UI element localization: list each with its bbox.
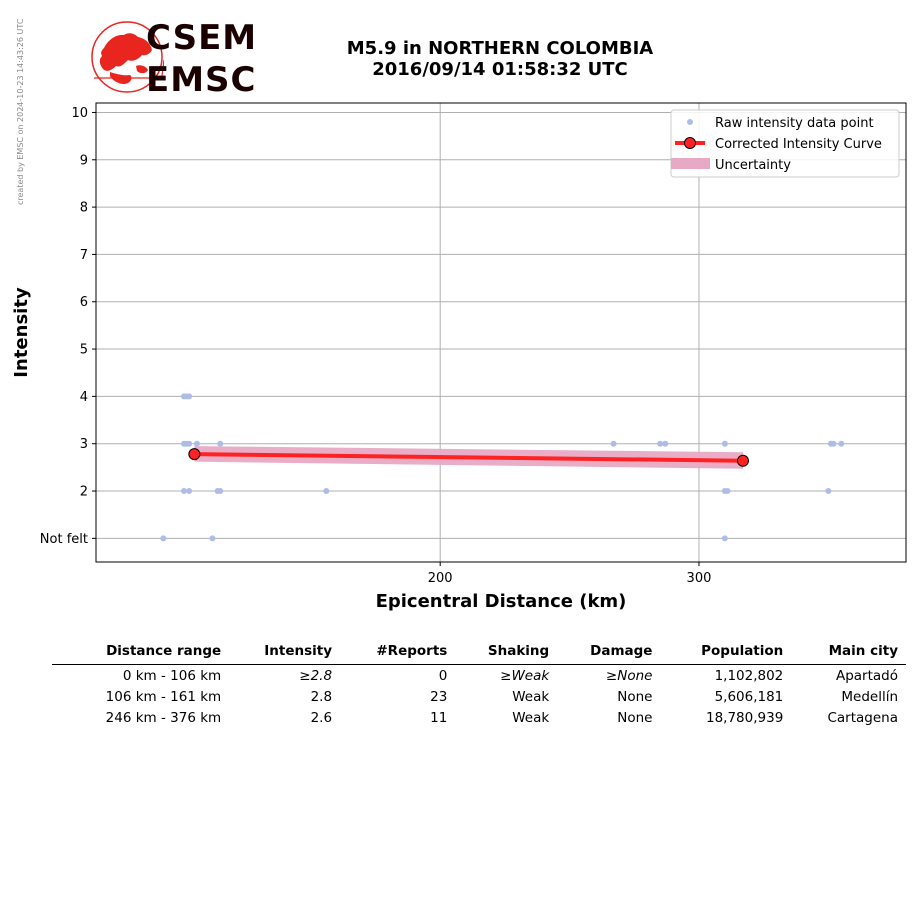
raw-intensity-point	[323, 488, 330, 495]
raw-intensity-point	[724, 488, 731, 495]
intensity-summary-table: Distance range Intensity #Reports Shaking Da…	[52, 640, 906, 728]
raw-intensity-point	[186, 393, 193, 400]
y-tick-label: 10	[71, 106, 88, 121]
grid-lines	[96, 103, 906, 562]
raw-intensity-point	[838, 440, 845, 447]
raw-intensity-point	[217, 440, 224, 447]
column-header: Main city	[791, 640, 906, 665]
y-axis-label: Intensity	[11, 287, 32, 378]
raw-intensity-point	[186, 488, 193, 495]
logo-text-csem: CSEM	[146, 18, 258, 58]
legend-raw-point-marker	[687, 119, 693, 125]
table-row: 106 km - 161 km 2.8 23 Weak None 5,606,181 Med…	[52, 686, 906, 707]
x-tick-label: 300	[687, 571, 712, 586]
chart-title: M5.9 in NORTHERN COLOMBIA 2016/09/14 01:…	[300, 38, 700, 80]
table-cell: ≥2.8	[299, 668, 333, 684]
corrected-intensity-curve	[194, 452, 743, 463]
raw-intensity-point	[186, 440, 193, 447]
raw-intensity-point	[657, 440, 664, 447]
table-cell: 1,102,802	[714, 668, 784, 684]
table-cell: Cartagena	[827, 710, 898, 726]
y-tick-label: 9	[80, 153, 88, 168]
y-tick-label: 2	[80, 485, 88, 500]
table-row: 246 km - 376 km 2.6 11 Weak None 18,780,939 Ca…	[52, 707, 906, 728]
plot-frame	[95, 102, 907, 563]
emsc-logo: CSEM EMSC	[88, 18, 258, 100]
raw-intensity-point	[160, 535, 167, 542]
table-cell: 0	[438, 668, 448, 684]
column-header: Intensity	[229, 640, 341, 665]
y-ticks: Not felt 2 3 4 5 6 7 8 9 10	[40, 106, 96, 547]
title-datetime: 2016/09/14 01:58:32 UTC	[372, 59, 628, 80]
column-header: #Reports	[340, 640, 456, 665]
column-header: Shaking	[455, 640, 558, 665]
table-cell: 0 km - 106 km	[122, 668, 222, 684]
legend-uncertainty-swatch	[671, 158, 710, 169]
y-tick-label: 4	[80, 390, 88, 405]
table-cell: Medellín	[841, 689, 898, 705]
curve-endpoint-marker	[188, 448, 201, 461]
y-tick-label: 8	[80, 201, 88, 216]
table-cell: Weak	[512, 710, 550, 726]
table-cell: 2.8	[310, 689, 333, 705]
y-tick-label: 7	[80, 248, 88, 263]
table-cell: ≥None	[605, 668, 653, 684]
table-cell: 2.6	[310, 710, 333, 726]
raw-intensity-point	[610, 440, 617, 447]
table-cell: 23	[430, 689, 448, 705]
legend-label: Corrected Intensity Curve	[715, 137, 882, 152]
raw-points-layer	[160, 393, 845, 542]
y-tick-label: 5	[80, 343, 88, 358]
x-axis-label: Epicentral Distance (km)	[376, 591, 627, 612]
y-tick-label: 6	[80, 295, 88, 310]
title-event: M5.9 in NORTHERN COLOMBIA	[346, 38, 654, 59]
table-cell: Apartadó	[835, 668, 898, 684]
column-header: Distance range	[52, 640, 230, 665]
legend-box	[670, 109, 900, 178]
raw-intensity-point	[217, 488, 224, 495]
raw-intensity-point	[180, 488, 187, 495]
table-cell: ≥Weak	[500, 668, 550, 684]
raw-intensity-point	[193, 440, 200, 447]
table-header-row: Distance range Intensity #Reports Shaking Da…	[52, 640, 906, 665]
raw-intensity-point	[721, 535, 728, 542]
curve-layer	[188, 448, 749, 467]
table-cell: Weak	[512, 689, 550, 705]
legend-label: Raw intensity data point	[715, 116, 874, 131]
x-tick-label: 200	[428, 571, 453, 586]
legend-curve-marker	[684, 137, 696, 149]
x-ticks: 200 300	[428, 562, 712, 586]
raw-intensity-point	[830, 440, 837, 447]
table-cell: 11	[430, 710, 448, 726]
raw-intensity-point	[825, 488, 832, 495]
table-cell: 18,780,939	[705, 710, 784, 726]
legend-label: Uncertainty	[715, 158, 791, 173]
table-cell: 5,606,181	[714, 689, 784, 705]
raw-intensity-point	[721, 440, 728, 447]
y-tick-label: Not felt	[40, 532, 88, 547]
intensity-chart: Not felt 2 3 4 5 6 7 8 9 10 200 300 Intensity Epic…	[11, 102, 907, 612]
table-cell: None	[617, 710, 653, 726]
raw-intensity-point	[662, 440, 669, 447]
table-cell: 246 km - 376 km	[105, 710, 222, 726]
table-cell: None	[617, 689, 653, 705]
table-row: 0 km - 106 km ≥2.8 0 ≥Weak ≥None 1,102,802 Apa…	[52, 665, 906, 687]
table-cell: 106 km - 161 km	[105, 689, 222, 705]
raw-intensity-point	[209, 535, 216, 542]
curve-endpoint-marker	[736, 454, 749, 467]
column-header: Damage	[557, 640, 661, 665]
column-header: Population	[660, 640, 792, 665]
table-body: 0 km - 106 km ≥2.8 0 ≥Weak ≥None 1,102,802 Apa…	[52, 665, 906, 729]
y-tick-label: 3	[80, 437, 88, 452]
logo-text-emsc: EMSC	[146, 60, 257, 100]
chart-legend: Raw intensity data point Corrected Intens…	[670, 109, 900, 178]
globe-icon	[91, 21, 164, 93]
